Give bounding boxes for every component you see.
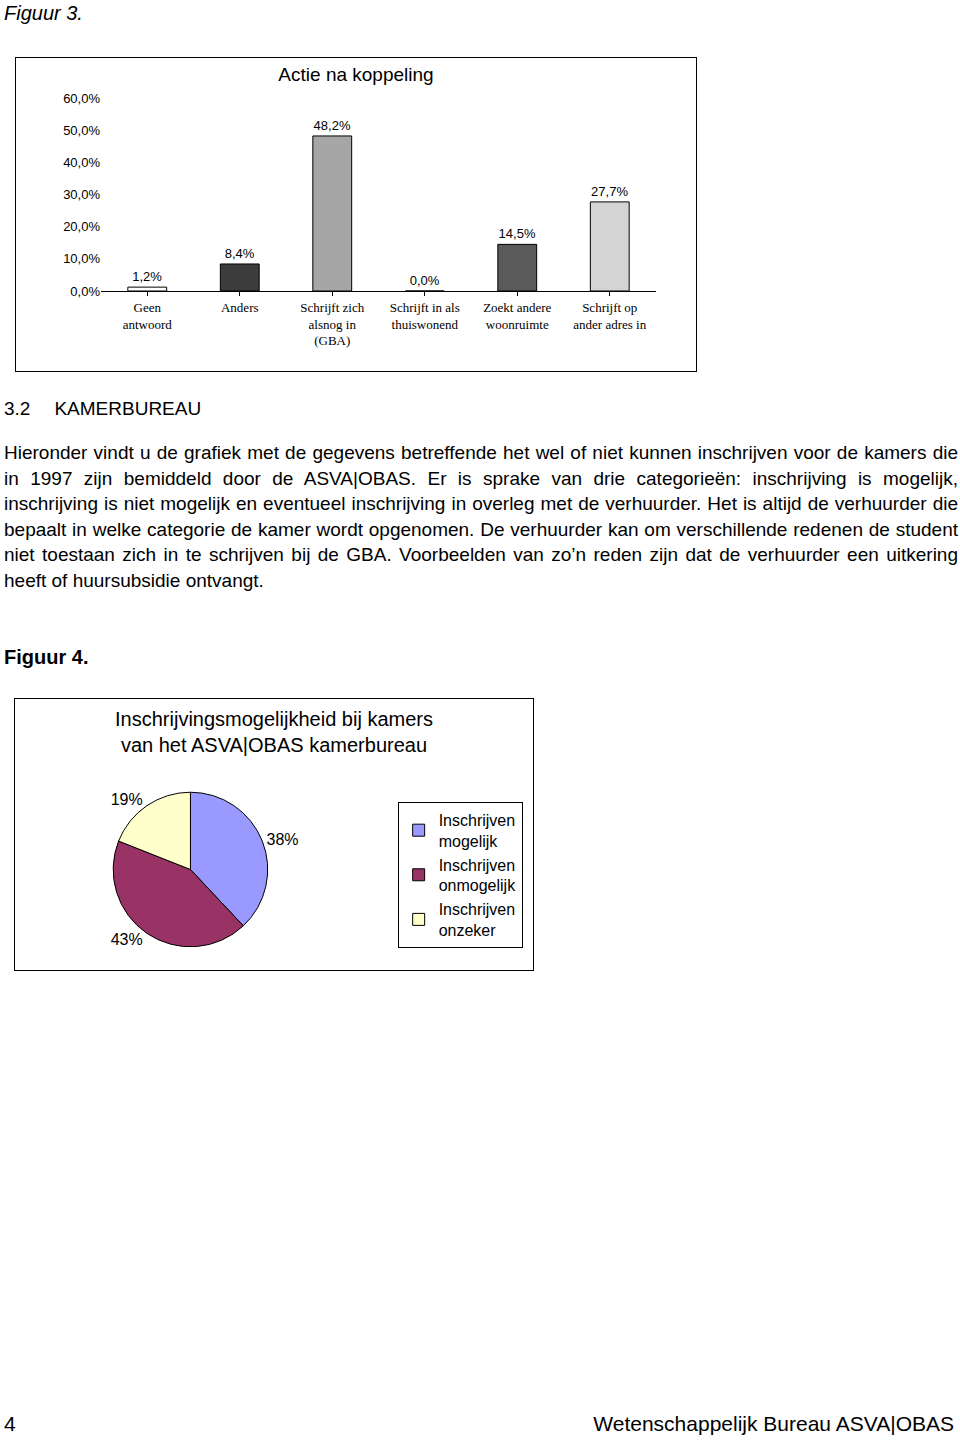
svg-text:Zoekt anderewoonruimte: Zoekt anderewoonruimte: [483, 300, 551, 332]
svg-text:1,2%: 1,2%: [132, 269, 162, 284]
svg-text:40,0%: 40,0%: [63, 155, 100, 170]
svg-text:43%: 43%: [111, 931, 143, 948]
svg-text:Schrijft zichalsnog in(GBA): Schrijft zichalsnog in(GBA): [300, 300, 364, 349]
html-text:4: 4: [4, 1412, 16, 1435]
svg-text:Schrijft opander adres in: Schrijft opander adres in: [573, 300, 646, 332]
svg-text:14,5%: 14,5%: [499, 226, 536, 241]
svg-text:8,4%: 8,4%: [225, 246, 255, 261]
svg-text:Anders: Anders: [221, 300, 259, 315]
svg-text:Inschrijvenonmogelijk: Inschrijvenonmogelijk: [439, 857, 516, 895]
html-text:KAMERBUREAU: KAMERBUREAU: [54, 398, 202, 419]
svg-text:Geenantwoord: Geenantwoord: [123, 300, 173, 332]
svg-text:Inschrijvingsmogelijkheid bij: Inschrijvingsmogelijkheid bij kamersvan …: [115, 708, 433, 756]
svg-text:19%: 19%: [111, 791, 143, 808]
svg-text:10,0%: 10,0%: [63, 251, 100, 266]
svg-text:50,0%: 50,0%: [63, 123, 100, 138]
svg-text:27,7%: 27,7%: [591, 184, 628, 199]
html-text:Hieronder vindt u de grafiek m: Hieronder vindt u de grafiek met de gege…: [4, 442, 958, 591]
html-text:Figuur 4.: Figuur 4.: [4, 646, 89, 668]
svg-text:38%: 38%: [267, 831, 299, 848]
svg-text:0,0%: 0,0%: [410, 273, 440, 288]
svg-text:30,0%: 30,0%: [63, 187, 100, 202]
svg-text:20,0%: 20,0%: [63, 219, 100, 234]
html-text:3.2: 3.2: [4, 398, 31, 419]
svg-text:Actie na koppeling: Actie na koppeling: [278, 64, 433, 85]
svg-text:Inschrijvenonzeker: Inschrijvenonzeker: [439, 901, 515, 939]
svg-text:60,0%: 60,0%: [63, 91, 100, 106]
html-text:Figuur 3.: Figuur 3.: [4, 2, 83, 24]
svg-text:Schrijft in alsthuiswonend: Schrijft in alsthuiswonend: [390, 300, 460, 332]
svg-text:Inschrijvenmogelijk: Inschrijvenmogelijk: [439, 812, 515, 850]
html-text:Wetenschappelijk Bureau ASVA|O: Wetenschappelijk Bureau ASVA|OBAS: [593, 1412, 954, 1435]
svg-text:48,2%: 48,2%: [314, 118, 351, 133]
svg-text:0,0%: 0,0%: [70, 284, 100, 299]
